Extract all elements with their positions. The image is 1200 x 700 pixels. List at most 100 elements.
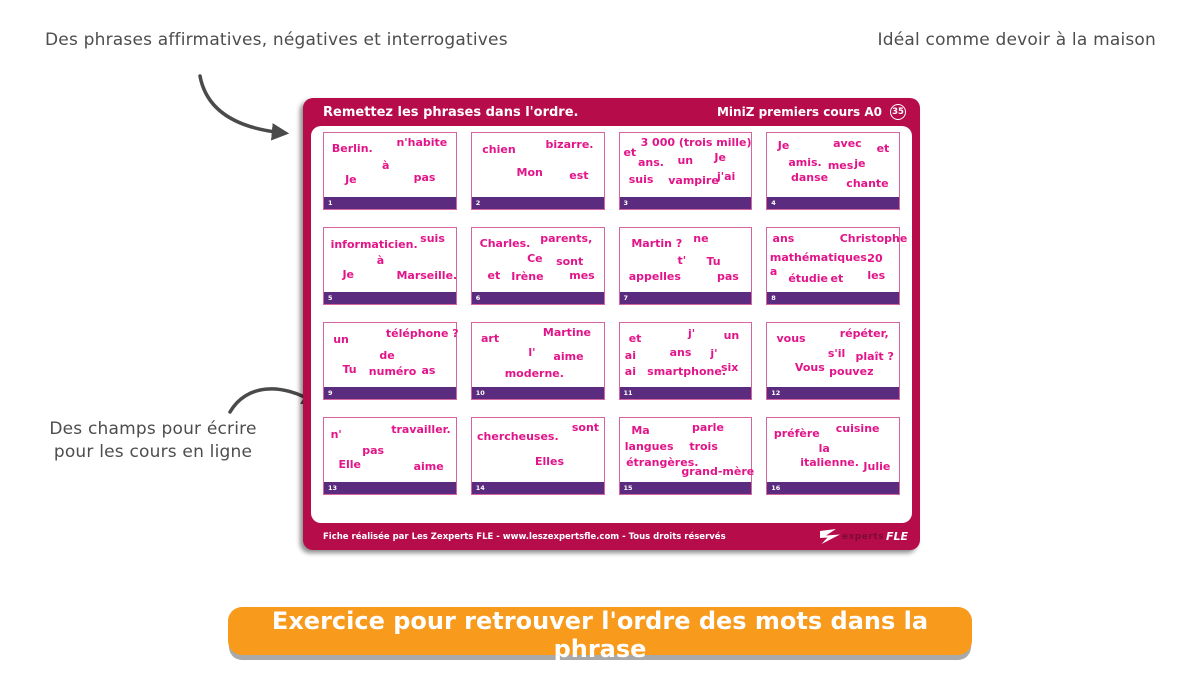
word-tile: et <box>628 331 642 345</box>
zexperts-fle-logo: experts FLE <box>819 529 908 544</box>
annotation-write-fields-line2: pour les cours en ligne <box>53 441 253 462</box>
box-number: 13 <box>324 482 456 494</box>
word-tile: répéter, <box>839 326 889 340</box>
word-tile: de <box>379 348 395 362</box>
word-tile: pouvez <box>829 365 874 379</box>
word-tile: n' <box>330 428 342 442</box>
word-tile: ans <box>669 346 692 360</box>
word-tile: a <box>769 265 778 279</box>
word-tile: 3 000 (trois mille) <box>640 135 752 149</box>
exercise-box: art Martine l' aime moderne. 10 <box>470 322 605 400</box>
exercise-box: un téléphone ? de Tu numéro as 9 <box>323 322 459 400</box>
word-tile: as <box>421 363 436 377</box>
box-number: 4 <box>767 197 899 209</box>
exercise-box: préfère cuisine la italienne. Julie 16 <box>766 417 900 495</box>
word-area: vous répéter, s'il plaît ? Vous pouvez <box>767 323 899 387</box>
exercise-grid: Berlin. n'habite à Je pas 1 chien bizarre. Mon es… <box>323 132 907 495</box>
word-area: Je avec et amis. mes je danse chante <box>767 133 899 197</box>
word-tile: à <box>381 158 390 172</box>
word-tile: numéro <box>368 365 417 379</box>
word-tile: Berlin. <box>331 141 373 155</box>
exercise-box: informaticien. suis à Je Marseille. 5 <box>323 227 457 305</box>
word-tile: l' <box>528 346 536 360</box>
word-tile: est <box>569 168 589 182</box>
word-tile: moderne. <box>504 366 564 380</box>
arrow-top-icon <box>198 74 290 141</box>
word-tile: téléphone ? <box>385 326 459 340</box>
word-tile: s'il <box>827 347 846 361</box>
word-tile: étudie <box>788 271 828 285</box>
word-area: préfère cuisine la italienne. Julie <box>767 418 899 482</box>
word-tile: et <box>876 141 890 155</box>
word-tile: chercheuses. <box>477 429 559 443</box>
word-tile: Ce <box>527 252 543 266</box>
box-number: 10 <box>471 387 604 399</box>
word-tile: mathématiques. <box>769 251 872 265</box>
box-number: 11 <box>619 387 752 399</box>
annotation-write-fields: Des champs pour écrire pour les cours en… <box>38 418 268 464</box>
word-tile: Je <box>777 139 790 153</box>
exercise-box: Martin ? ne t' Tu appelles pas 7 <box>618 227 753 305</box>
word-tile: Elle <box>338 457 361 471</box>
word-tile: chante <box>846 176 889 190</box>
word-tile: vous <box>776 331 806 345</box>
word-tile: Je <box>345 172 357 186</box>
word-tile: Martine <box>542 326 592 340</box>
word-area: Ma parle langues trois étrangères. grand-mère <box>620 418 755 482</box>
logo-brand-text: experts <box>841 531 884 542</box>
logo-fle-text: FLE <box>885 530 908 543</box>
word-tile: suis <box>420 231 445 245</box>
word-tile: un <box>723 329 740 343</box>
word-tile: ai <box>624 365 636 379</box>
word-tile: Vous <box>794 361 825 375</box>
exercise-box: chien bizarre. Mon est 2 <box>470 132 605 210</box>
word-area: un téléphone ? de Tu numéro as <box>324 323 459 387</box>
word-tile: mes <box>827 158 854 172</box>
exercise-box: vous répéter, s'il plaît ? Vous pouvez 12 <box>766 322 900 400</box>
word-tile: ai <box>624 348 636 362</box>
word-tile: étrangères. <box>626 456 699 470</box>
word-tile: langues <box>624 439 674 453</box>
word-tile: un <box>333 333 349 347</box>
word-tile: Julie <box>863 460 891 474</box>
word-tile: t' <box>677 253 687 267</box>
exercise-box: n' travailler. pas Elle aime 13 <box>323 417 457 495</box>
annotation-sentence-types: Des phrases affirmatives, négatives et i… <box>45 30 508 50</box>
exercise-cta-button[interactable]: Exercice pour retrouver l'ordre des mots… <box>228 607 972 663</box>
box-number: 1 <box>324 197 456 209</box>
annotation-homework: Idéal comme devoir à la maison <box>877 30 1156 50</box>
word-tile: la <box>818 442 830 456</box>
box-number: 12 <box>767 387 899 399</box>
word-tile: Tu <box>342 362 357 376</box>
word-tile: pas <box>413 171 436 185</box>
box-number: 7 <box>619 292 752 304</box>
word-area: art Martine l' aime moderne. <box>472 323 604 387</box>
word-tile: cuisine <box>835 421 880 435</box>
word-tile: Christophe <box>839 231 908 245</box>
word-tile: chien <box>482 143 516 157</box>
word-tile: aime <box>553 349 584 363</box>
worksheet-card: Remettez les phrases dans l'ordre. MiniZ… <box>303 98 920 550</box>
word-area: chercheuses. sont Elles <box>472 418 604 482</box>
word-tile: grand-mère <box>681 465 755 479</box>
word-tile: plaît ? <box>855 349 894 363</box>
word-tile: Je <box>342 267 354 281</box>
box-number: 5 <box>324 292 456 304</box>
word-area: n' travailler. pas Elle aime <box>324 418 456 482</box>
word-tile: et <box>487 268 501 282</box>
worksheet-title: Remettez les phrases dans l'ordre. <box>323 104 579 120</box>
word-tile: ans. <box>637 156 664 170</box>
box-number: 2 <box>471 197 604 209</box>
word-tile: Tu <box>706 254 721 268</box>
word-area: Berlin. n'habite à Je pas <box>324 133 456 197</box>
word-tile: n'habite <box>396 136 448 150</box>
word-area: informaticien. suis à Je Marseille. <box>324 228 458 292</box>
word-tile: ne <box>693 231 709 245</box>
course-label: MiniZ premiers cours A0 <box>716 105 882 119</box>
word-tile: mes <box>569 268 595 282</box>
word-tile: sont <box>556 254 584 268</box>
word-area: et 3 000 (trois mille) ans. un Je suis vampire… <box>620 133 752 197</box>
word-tile: avec <box>833 136 862 150</box>
word-area: ans Christophe mathématiques. 20 a étudie et le… <box>767 228 907 292</box>
word-area: Martin ? ne t' Tu appelles pas <box>620 228 752 292</box>
